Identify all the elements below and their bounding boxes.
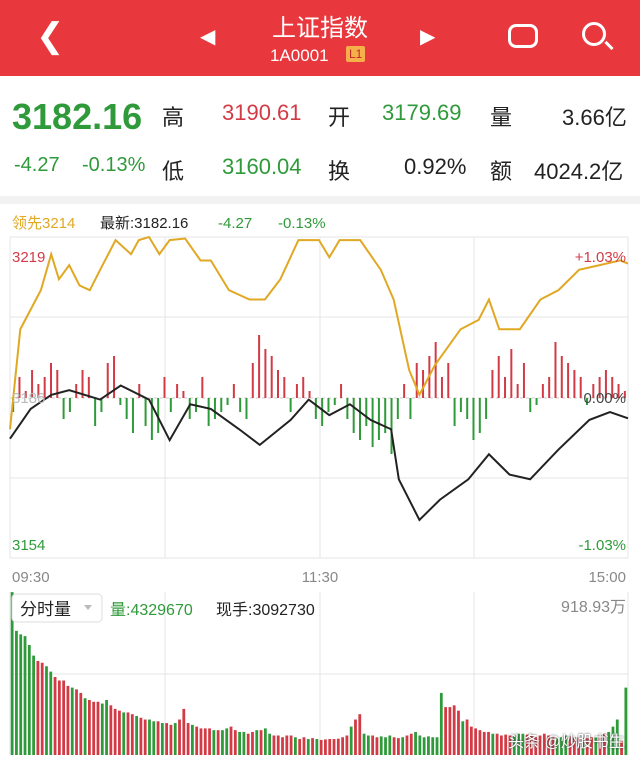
x-tick-0930: 09:30 (12, 569, 50, 586)
search-icon[interactable] (582, 22, 606, 46)
robot-icon[interactable] (508, 24, 538, 48)
low-label: 低 (162, 159, 185, 184)
turnover-label: 换 (328, 159, 351, 184)
flow-bars (12, 335, 626, 454)
x-tick-1130: 11:30 (302, 569, 338, 586)
divider (0, 196, 640, 204)
volume-max: 918.93万 (561, 599, 626, 616)
chevron-down-icon (84, 605, 92, 610)
legend-leading: 领先3214 (12, 215, 75, 232)
turnover-value: 0.92% (404, 154, 467, 179)
level-badge: L1 (346, 46, 366, 62)
x-tick-1500: 15:00 (588, 569, 626, 586)
legend-pct: -0.13% (278, 215, 326, 232)
high-label: 高 (162, 105, 185, 130)
pct-tick-top: +1.03% (575, 249, 626, 266)
y-tick-bottom: 3154 (12, 537, 45, 554)
watermark: 头条 @炒股书生 (508, 734, 625, 751)
page-title: 上证指数 (272, 15, 368, 42)
stock-code: 1A0001 (270, 46, 329, 65)
next-stock-icon[interactable]: ▶ (420, 26, 436, 48)
leading-index-line (9, 235, 629, 430)
amount-value: 4024.2亿 (534, 159, 624, 184)
last-price: 3182.16 (12, 96, 143, 137)
back-icon[interactable]: ❮ (36, 17, 65, 55)
y-tick-top: 3219 (12, 249, 45, 266)
legend-latest: 最新:3182.16 (100, 215, 188, 232)
change-value: -4.27 (14, 154, 60, 176)
low-value: 3160.04 (222, 154, 302, 179)
legend-change: -4.27 (218, 215, 252, 232)
open-value: 3179.69 (382, 100, 462, 125)
open-label: 开 (328, 105, 351, 130)
prev-stock-icon[interactable]: ◀ (200, 26, 216, 48)
top-bar: ❮ ◀ 上证指数 1A0001 L1 ▶ (0, 0, 640, 76)
change-pct: -0.13% (82, 154, 146, 176)
index-line (9, 384, 629, 522)
amount-label: 额 (490, 159, 513, 184)
volume-total: 量:4329670 (110, 602, 193, 619)
pct-tick-bottom: -1.03% (578, 537, 626, 554)
pct-tick-mid: 0.00% (583, 390, 626, 407)
y-tick-mid: 3186 (12, 390, 45, 407)
volume-value: 3.66亿 (562, 105, 627, 130)
current-hand: 现手:3092730 (216, 601, 315, 619)
price-lines (9, 235, 629, 522)
volume-type-dropdown[interactable] (11, 593, 103, 623)
high-value: 3190.61 (222, 100, 302, 125)
volume-label: 量 (490, 105, 513, 130)
grid (9, 236, 629, 755)
volume-type-label: 分时量 (20, 600, 71, 619)
